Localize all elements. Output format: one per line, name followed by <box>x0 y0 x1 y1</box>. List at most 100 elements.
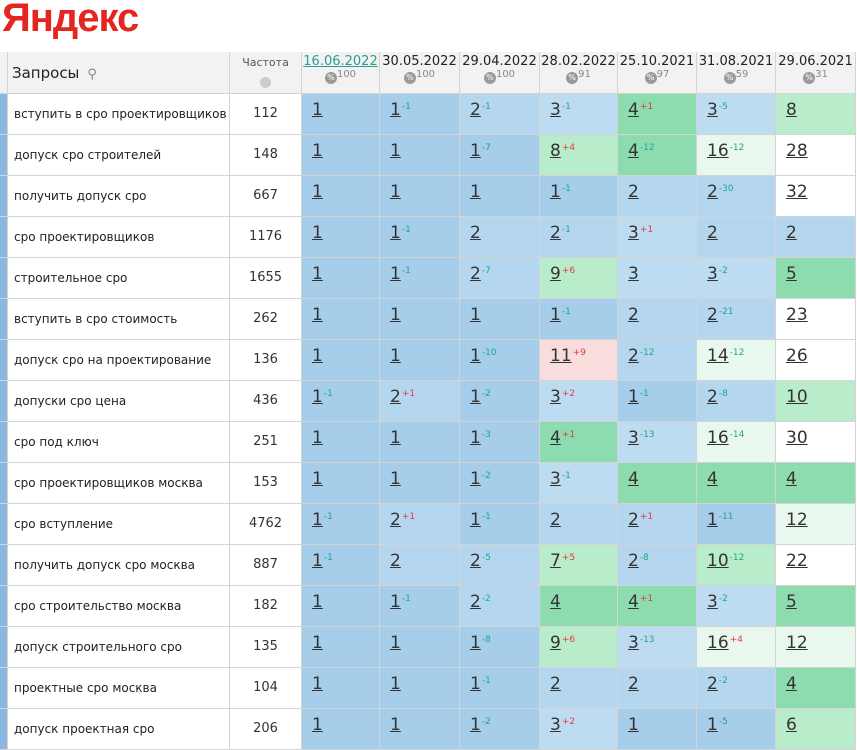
position[interactable]: 5 <box>786 592 797 612</box>
date[interactable]: 16.06.2022 <box>303 54 378 69</box>
position[interactable]: 2 <box>390 551 401 571</box>
position[interactable]: 1 <box>390 469 401 489</box>
position[interactable]: 26 <box>786 346 808 366</box>
position[interactable]: 1 <box>550 182 561 202</box>
position[interactable]: 3 <box>550 100 561 120</box>
position[interactable]: 1 <box>390 305 401 325</box>
position[interactable]: 1 <box>470 510 481 530</box>
position[interactable]: 1 <box>312 305 323 325</box>
position[interactable]: 1 <box>390 592 401 612</box>
position[interactable]: 2 <box>707 182 718 202</box>
position[interactable]: 1 <box>312 346 323 366</box>
position[interactable]: 16 <box>707 428 729 448</box>
position[interactable]: 12 <box>786 633 808 653</box>
position[interactable]: 1 <box>390 182 401 202</box>
position[interactable]: 2 <box>628 551 639 571</box>
position[interactable]: 1 <box>470 305 481 325</box>
position[interactable]: 10 <box>786 387 808 407</box>
position[interactable]: 16 <box>707 141 729 161</box>
position[interactable]: 1 <box>312 510 323 530</box>
position[interactable]: 1 <box>470 141 481 161</box>
search-icon[interactable]: ⚲ <box>87 67 97 82</box>
position[interactable]: 30 <box>786 428 808 448</box>
position[interactable]: 4 <box>707 469 718 489</box>
position[interactable]: 1 <box>390 633 401 653</box>
position[interactable]: 2 <box>707 387 718 407</box>
position[interactable]: 4 <box>628 469 639 489</box>
position[interactable]: 4 <box>786 469 797 489</box>
position[interactable]: 1 <box>470 469 481 489</box>
position[interactable]: 1 <box>628 387 639 407</box>
position[interactable]: 1 <box>312 674 323 694</box>
position[interactable]: 22 <box>786 551 808 571</box>
logo[interactable]: Яндекс <box>2 0 139 40</box>
position[interactable]: 11 <box>550 346 572 366</box>
position[interactable]: 1 <box>470 715 481 735</box>
position[interactable]: 3 <box>707 592 718 612</box>
position[interactable]: 9 <box>550 633 561 653</box>
position[interactable]: 2 <box>470 592 481 612</box>
position[interactable]: 3 <box>707 264 718 284</box>
position[interactable]: 8 <box>550 141 561 161</box>
position[interactable]: 1 <box>470 182 481 202</box>
position[interactable]: 1 <box>390 223 401 243</box>
position[interactable]: 1 <box>312 182 323 202</box>
position[interactable]: 1 <box>390 674 401 694</box>
position[interactable]: 2 <box>707 223 718 243</box>
position[interactable]: 1 <box>390 428 401 448</box>
position[interactable]: 23 <box>786 305 808 325</box>
position[interactable]: 3 <box>550 715 561 735</box>
position[interactable]: 4 <box>550 428 561 448</box>
position[interactable]: 1 <box>390 141 401 161</box>
position[interactable]: 2 <box>390 387 401 407</box>
position[interactable]: 12 <box>786 510 808 530</box>
position[interactable]: 1 <box>550 305 561 325</box>
position[interactable]: 14 <box>707 346 729 366</box>
position[interactable]: 2 <box>470 100 481 120</box>
position[interactable]: 1 <box>628 715 639 735</box>
position[interactable]: 2 <box>786 223 797 243</box>
position[interactable]: 1 <box>312 100 323 120</box>
position[interactable]: 3 <box>628 223 639 243</box>
position[interactable]: 4 <box>786 674 797 694</box>
position[interactable]: 1 <box>470 428 481 448</box>
position[interactable]: 4 <box>628 592 639 612</box>
position[interactable]: 1 <box>470 387 481 407</box>
position[interactable]: 1 <box>312 141 323 161</box>
position[interactable]: 2 <box>628 305 639 325</box>
position[interactable]: 2 <box>550 674 561 694</box>
position[interactable]: 1 <box>312 264 323 284</box>
position[interactable]: 2 <box>390 510 401 530</box>
position[interactable]: 2 <box>470 551 481 571</box>
position[interactable]: 1 <box>390 346 401 366</box>
position[interactable]: 1 <box>312 592 323 612</box>
position[interactable]: 1 <box>312 387 323 407</box>
position[interactable]: 7 <box>550 551 561 571</box>
position[interactable]: 9 <box>550 264 561 284</box>
position[interactable]: 1 <box>470 633 481 653</box>
position[interactable]: 4 <box>628 100 639 120</box>
position[interactable]: 2 <box>470 264 481 284</box>
position[interactable]: 5 <box>786 264 797 284</box>
position[interactable]: 32 <box>786 182 808 202</box>
position[interactable]: 2 <box>707 305 718 325</box>
position[interactable]: 2 <box>628 346 639 366</box>
position[interactable]: 1 <box>390 264 401 284</box>
position[interactable]: 2 <box>628 510 639 530</box>
position[interactable]: 1 <box>312 223 323 243</box>
position[interactable]: 2 <box>628 182 639 202</box>
position[interactable]: 28 <box>786 141 808 161</box>
position[interactable]: 4 <box>628 141 639 161</box>
position[interactable]: 8 <box>786 100 797 120</box>
position[interactable]: 4 <box>550 592 561 612</box>
position[interactable]: 1 <box>707 715 718 735</box>
position[interactable]: 2 <box>707 674 718 694</box>
position[interactable]: 1 <box>390 715 401 735</box>
position[interactable]: 1 <box>312 469 323 489</box>
position[interactable]: 3 <box>550 469 561 489</box>
position[interactable]: 3 <box>628 633 639 653</box>
position[interactable]: 1 <box>312 428 323 448</box>
position[interactable]: 2 <box>628 674 639 694</box>
position[interactable]: 1 <box>390 100 401 120</box>
position[interactable]: 6 <box>786 715 797 735</box>
